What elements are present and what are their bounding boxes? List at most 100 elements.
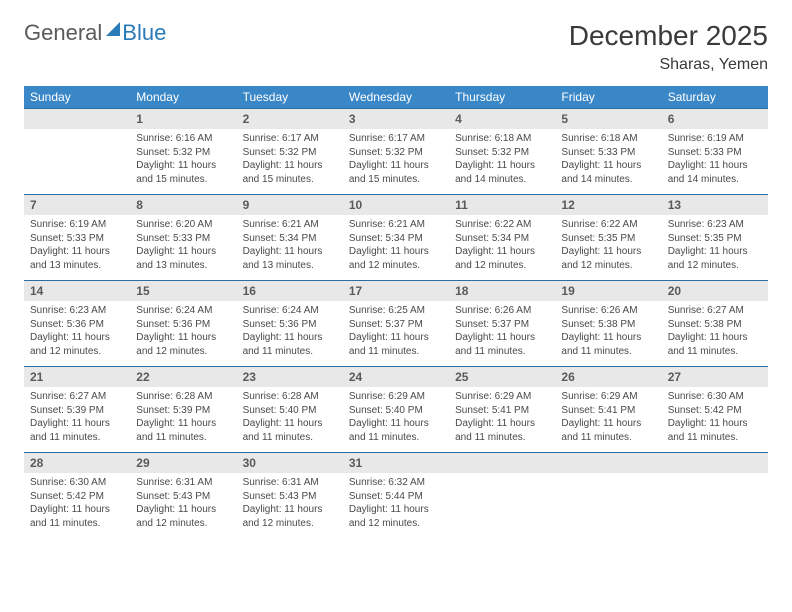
- sunset-text: Sunset: 5:38 PM: [561, 318, 655, 332]
- sunrise-text: Sunrise: 6:17 AM: [243, 132, 337, 146]
- sunrise-text: Sunrise: 6:25 AM: [349, 304, 443, 318]
- sunset-text: Sunset: 5:37 PM: [349, 318, 443, 332]
- sunset-text: Sunset: 5:32 PM: [136, 146, 230, 160]
- sunset-text: Sunset: 5:33 PM: [136, 232, 230, 246]
- sunset-text: Sunset: 5:33 PM: [668, 146, 762, 160]
- daynum-row: 21222324252627: [24, 367, 768, 388]
- day-number: 30: [237, 453, 343, 474]
- day-number: 2: [237, 109, 343, 130]
- sunset-text: Sunset: 5:42 PM: [668, 404, 762, 418]
- sunrise-text: Sunrise: 6:24 AM: [243, 304, 337, 318]
- day-number: 17: [343, 281, 449, 302]
- day-number: 14: [24, 281, 130, 302]
- daylight-text: Daylight: 11 hours and 11 minutes.: [136, 417, 230, 444]
- sunrise-text: Sunrise: 6:28 AM: [243, 390, 337, 404]
- day-number: [662, 453, 768, 474]
- sunset-text: Sunset: 5:40 PM: [349, 404, 443, 418]
- daynum-row: 78910111213: [24, 195, 768, 216]
- sunrise-text: Sunrise: 6:23 AM: [668, 218, 762, 232]
- daylight-text: Daylight: 11 hours and 11 minutes.: [668, 417, 762, 444]
- daylight-text: Daylight: 11 hours and 14 minutes.: [561, 159, 655, 186]
- sunrise-text: Sunrise: 6:31 AM: [243, 476, 337, 490]
- sunset-text: Sunset: 5:35 PM: [561, 232, 655, 246]
- day-cell: [24, 129, 130, 195]
- sunrise-text: Sunrise: 6:32 AM: [349, 476, 443, 490]
- sunrise-text: Sunrise: 6:22 AM: [561, 218, 655, 232]
- day-cell: Sunrise: 6:29 AMSunset: 5:40 PMDaylight:…: [343, 387, 449, 453]
- daylight-text: Daylight: 11 hours and 12 minutes.: [136, 503, 230, 530]
- day-cell: Sunrise: 6:31 AMSunset: 5:43 PMDaylight:…: [130, 473, 236, 538]
- data-row: Sunrise: 6:23 AMSunset: 5:36 PMDaylight:…: [24, 301, 768, 367]
- day-cell: Sunrise: 6:32 AMSunset: 5:44 PMDaylight:…: [343, 473, 449, 538]
- dow-thursday: Thursday: [449, 86, 555, 109]
- day-number: 6: [662, 109, 768, 130]
- dow-monday: Monday: [130, 86, 236, 109]
- day-cell: Sunrise: 6:18 AMSunset: 5:32 PMDaylight:…: [449, 129, 555, 195]
- sunrise-text: Sunrise: 6:24 AM: [136, 304, 230, 318]
- dow-tuesday: Tuesday: [237, 86, 343, 109]
- daynum-row: 14151617181920: [24, 281, 768, 302]
- day-number: 8: [130, 195, 236, 216]
- daynum-row: 28293031: [24, 453, 768, 474]
- day-number: 7: [24, 195, 130, 216]
- sunrise-text: Sunrise: 6:18 AM: [561, 132, 655, 146]
- sunrise-text: Sunrise: 6:30 AM: [30, 476, 124, 490]
- daylight-text: Daylight: 11 hours and 15 minutes.: [349, 159, 443, 186]
- sunset-text: Sunset: 5:42 PM: [30, 490, 124, 504]
- day-number: 10: [343, 195, 449, 216]
- day-number: 28: [24, 453, 130, 474]
- data-row: Sunrise: 6:30 AMSunset: 5:42 PM Daylight:…: [24, 473, 768, 538]
- sunset-text: Sunset: 5:41 PM: [561, 404, 655, 418]
- sunrise-text: Sunrise: 6:22 AM: [455, 218, 549, 232]
- day-cell: Sunrise: 6:30 AMSunset: 5:42 PMDaylight:…: [24, 473, 130, 538]
- title-block: December 2025 Sharas, Yemen: [569, 20, 768, 74]
- day-cell: Sunrise: 6:21 AMSunset: 5:34 PMDaylight:…: [343, 215, 449, 281]
- day-number: 3: [343, 109, 449, 130]
- day-cell: Sunrise: 6:26 AMSunset: 5:38 PMDaylight:…: [555, 301, 661, 367]
- day-cell: Sunrise: 6:23 AMSunset: 5:35 PMDaylight:…: [662, 215, 768, 281]
- sunset-text: Sunset: 5:32 PM: [243, 146, 337, 160]
- day-cell: Sunrise: 6:30 AMSunset: 5:42 PMDaylight:…: [662, 387, 768, 453]
- daylight-text: Daylight: 11 hours and 13 minutes.: [136, 245, 230, 272]
- daylight-text: Daylight: 11 hours and 12 minutes.: [349, 245, 443, 272]
- sunrise-text: Sunrise: 6:23 AM: [30, 304, 124, 318]
- day-cell: Sunrise: 6:26 AMSunset: 5:37 PMDaylight:…: [449, 301, 555, 367]
- day-number: 13: [662, 195, 768, 216]
- day-cell: Sunrise: 6:27 AMSunset: 5:39 PMDaylight:…: [24, 387, 130, 453]
- logo-text1: General: [24, 20, 102, 46]
- day-number: 25: [449, 367, 555, 388]
- day-cell: Sunrise: 6:29 AMSunset: 5:41 PMDaylight:…: [555, 387, 661, 453]
- calendar: Sunday Monday Tuesday Wednesday Thursday…: [24, 86, 768, 538]
- sunrise-text: Sunrise: 6:20 AM: [136, 218, 230, 232]
- day-cell: Sunrise: 6:24 AMSunset: 5:36 PMDaylight:…: [130, 301, 236, 367]
- daylight-text: Daylight: 11 hours and 12 minutes.: [455, 245, 549, 272]
- day-number: 4: [449, 109, 555, 130]
- header: General Blue December 2025 Sharas, Yemen: [24, 20, 768, 74]
- daylight-text: Daylight: 11 hours and 11 minutes.: [561, 331, 655, 358]
- sunset-text: Sunset: 5:34 PM: [455, 232, 549, 246]
- sunrise-text: Sunrise: 6:27 AM: [668, 304, 762, 318]
- day-cell: Sunrise: 6:22 AMSunset: 5:35 PMDaylight:…: [555, 215, 661, 281]
- sunrise-text: Sunrise: 6:28 AM: [136, 390, 230, 404]
- sunset-text: Sunset: 5:33 PM: [30, 232, 124, 246]
- daylight-text: Daylight: 11 hours and 12 minutes.: [30, 331, 124, 358]
- day-cell: [449, 473, 555, 538]
- sunrise-text: Sunrise: 6:29 AM: [455, 390, 549, 404]
- sunset-text: Sunset: 5:36 PM: [30, 318, 124, 332]
- day-number: 29: [130, 453, 236, 474]
- daylight-text: Daylight: 11 hours and 12 minutes.: [668, 245, 762, 272]
- day-number: 23: [237, 367, 343, 388]
- daylight-text: Daylight: 11 hours and 12 minutes.: [349, 503, 443, 530]
- sunrise-text: Sunrise: 6:29 AM: [561, 390, 655, 404]
- sunrise-text: Sunrise: 6:26 AM: [561, 304, 655, 318]
- sunrise-text: Sunrise: 6:29 AM: [349, 390, 443, 404]
- sunset-text: Sunset: 5:39 PM: [30, 404, 124, 418]
- daylight-text: Daylight: 11 hours and 14 minutes.: [455, 159, 549, 186]
- sunset-text: Sunset: 5:32 PM: [349, 146, 443, 160]
- dow-saturday: Saturday: [662, 86, 768, 109]
- day-cell: Sunrise: 6:17 AMSunset: 5:32 PMDaylight:…: [237, 129, 343, 195]
- day-cell: Sunrise: 6:19 AMSunset: 5:33 PMDaylight:…: [24, 215, 130, 281]
- day-number: 22: [130, 367, 236, 388]
- day-cell: Sunrise: 6:27 AMSunset: 5:38 PMDaylight:…: [662, 301, 768, 367]
- day-number: 26: [555, 367, 661, 388]
